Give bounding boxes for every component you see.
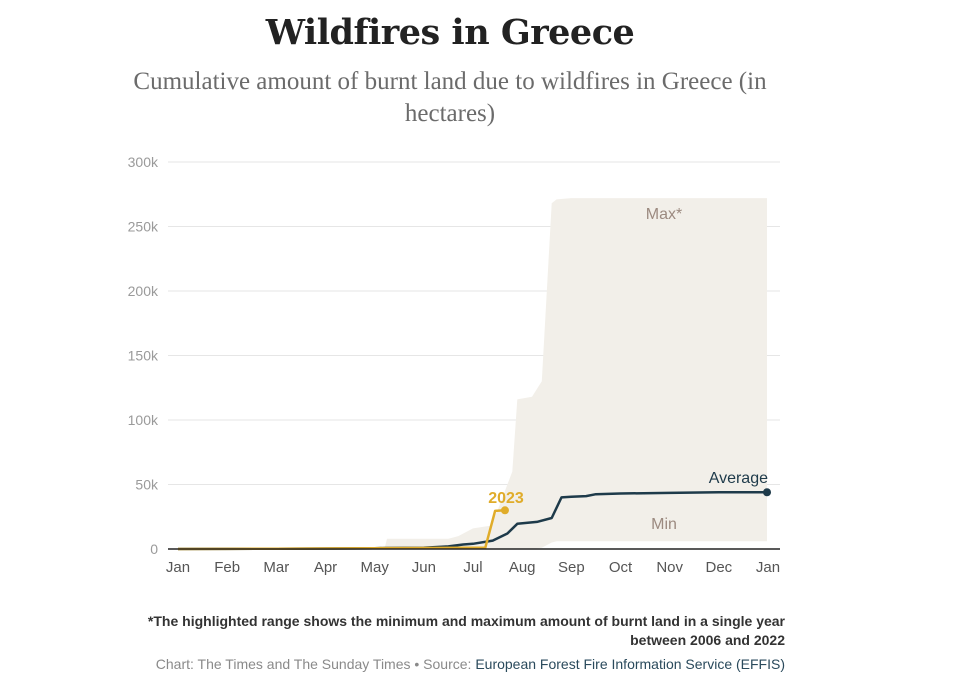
source-link[interactable]: European Forest Fire Information Service… — [475, 656, 785, 672]
x-axis-ticks: Jan Feb Mar Apr May Jun Jul Aug Sep Oct Nov Dec Jan — [166, 559, 780, 576]
y-tick-label: 150k — [128, 348, 159, 364]
min-max-range-area — [178, 198, 767, 549]
credit-prefix: Chart: The Times and The Sunday Times • … — [155, 656, 476, 672]
x-tick-label: Feb — [214, 559, 240, 576]
x-tick-label: Apr — [314, 559, 337, 576]
min-range-label: Min — [651, 516, 677, 533]
y-tick-label: 200k — [128, 283, 159, 299]
x-tick-label: Sep — [558, 559, 585, 576]
x-tick-label: May — [360, 559, 389, 576]
chart-subtitle: Cumulative amount of burnt land due to w… — [133, 68, 767, 127]
y-tick-label: 100k — [128, 412, 159, 428]
y-tick-label: 50k — [135, 477, 159, 493]
range-footnote: *The highlighted range shows the minimum… — [147, 613, 785, 648]
x-tick-label: Jun — [412, 559, 436, 576]
x-tick-label: Jan — [166, 559, 190, 576]
x-tick-label: Jul — [463, 559, 482, 576]
x-tick-label: Mar — [263, 559, 289, 576]
x-tick-label: Dec — [705, 559, 732, 576]
x-tick-label: Aug — [509, 559, 536, 576]
average-end-point — [763, 488, 772, 497]
y-axis-ticks: 0 50k 100k 150k 200k 250k 300k — [128, 154, 159, 557]
chart-credit: Chart: The Times and The Sunday Times • … — [156, 656, 785, 672]
x-tick-label: Nov — [656, 559, 683, 576]
series-2023-label: 2023 — [488, 490, 524, 507]
average-series-label: Average — [709, 470, 768, 487]
y-tick-label: 250k — [128, 219, 159, 235]
x-tick-label: Jan — [756, 559, 780, 576]
chart-title: Wildfires in Greece — [265, 12, 635, 53]
end-point-2023 — [500, 506, 509, 515]
y-tick-label: 0 — [150, 541, 158, 557]
x-tick-label: Oct — [609, 559, 633, 576]
y-tick-label: 300k — [128, 154, 159, 170]
max-range-label: Max* — [646, 206, 682, 223]
